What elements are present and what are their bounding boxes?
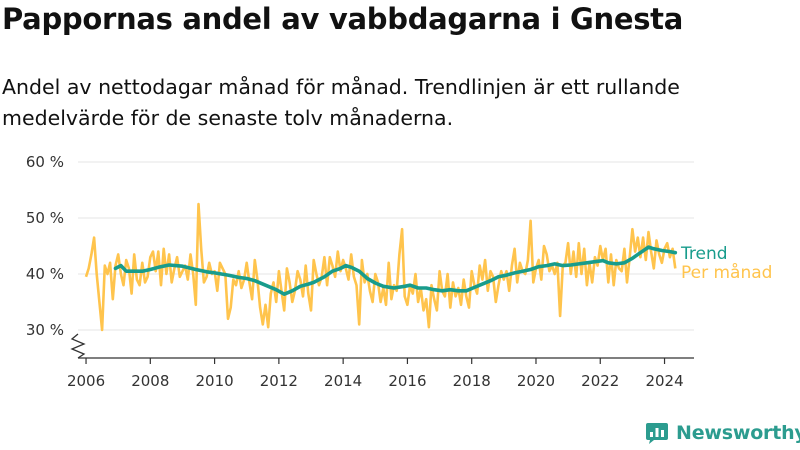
x-tick-label: 2022 xyxy=(581,372,619,390)
newsworthy-logo-icon xyxy=(646,423,668,444)
x-tick-label: 2006 xyxy=(67,372,105,390)
series-line-trend xyxy=(113,245,678,296)
x-tick-label: 2014 xyxy=(324,372,362,390)
x-axis-ticks: 2006 2008 2010 2012 2014 2016 2018 2020 2022 2024 xyxy=(67,358,684,390)
chart-title: Pappornas andel av vabbdagarna i Gnesta xyxy=(2,2,684,36)
chart-subtitle: Andel av nettodagar månad för månad. Tre… xyxy=(2,75,680,130)
x-tick-label: 2012 xyxy=(260,372,298,390)
y-tick-label: 30 % xyxy=(26,321,64,339)
y-axis-ticks: 30 % 40 % 50 % 60 % xyxy=(26,153,64,339)
brand: Newsworthy xyxy=(645,420,800,446)
brand-name: Newsworthy xyxy=(676,422,800,444)
x-tick-label: 2010 xyxy=(195,372,233,390)
x-tick-label: 2020 xyxy=(517,372,555,390)
y-tick-label: 50 % xyxy=(26,209,64,227)
x-tick-label: 2008 xyxy=(131,372,169,390)
legend-label-trend: Trend xyxy=(680,244,728,264)
y-tick-label: 60 % xyxy=(26,153,64,171)
x-tick-label: 2024 xyxy=(645,372,683,390)
line-chart: 30 % 40 % 50 % 60 % 2006 2008 2010 2012 2014 201… xyxy=(26,153,773,390)
legend-label-per-manad: Per månad xyxy=(681,262,772,283)
axis-break-icon xyxy=(70,333,86,359)
x-tick-label: 2018 xyxy=(453,372,491,390)
y-tick-label: 40 % xyxy=(26,265,64,283)
x-tick-label: 2016 xyxy=(388,372,426,390)
